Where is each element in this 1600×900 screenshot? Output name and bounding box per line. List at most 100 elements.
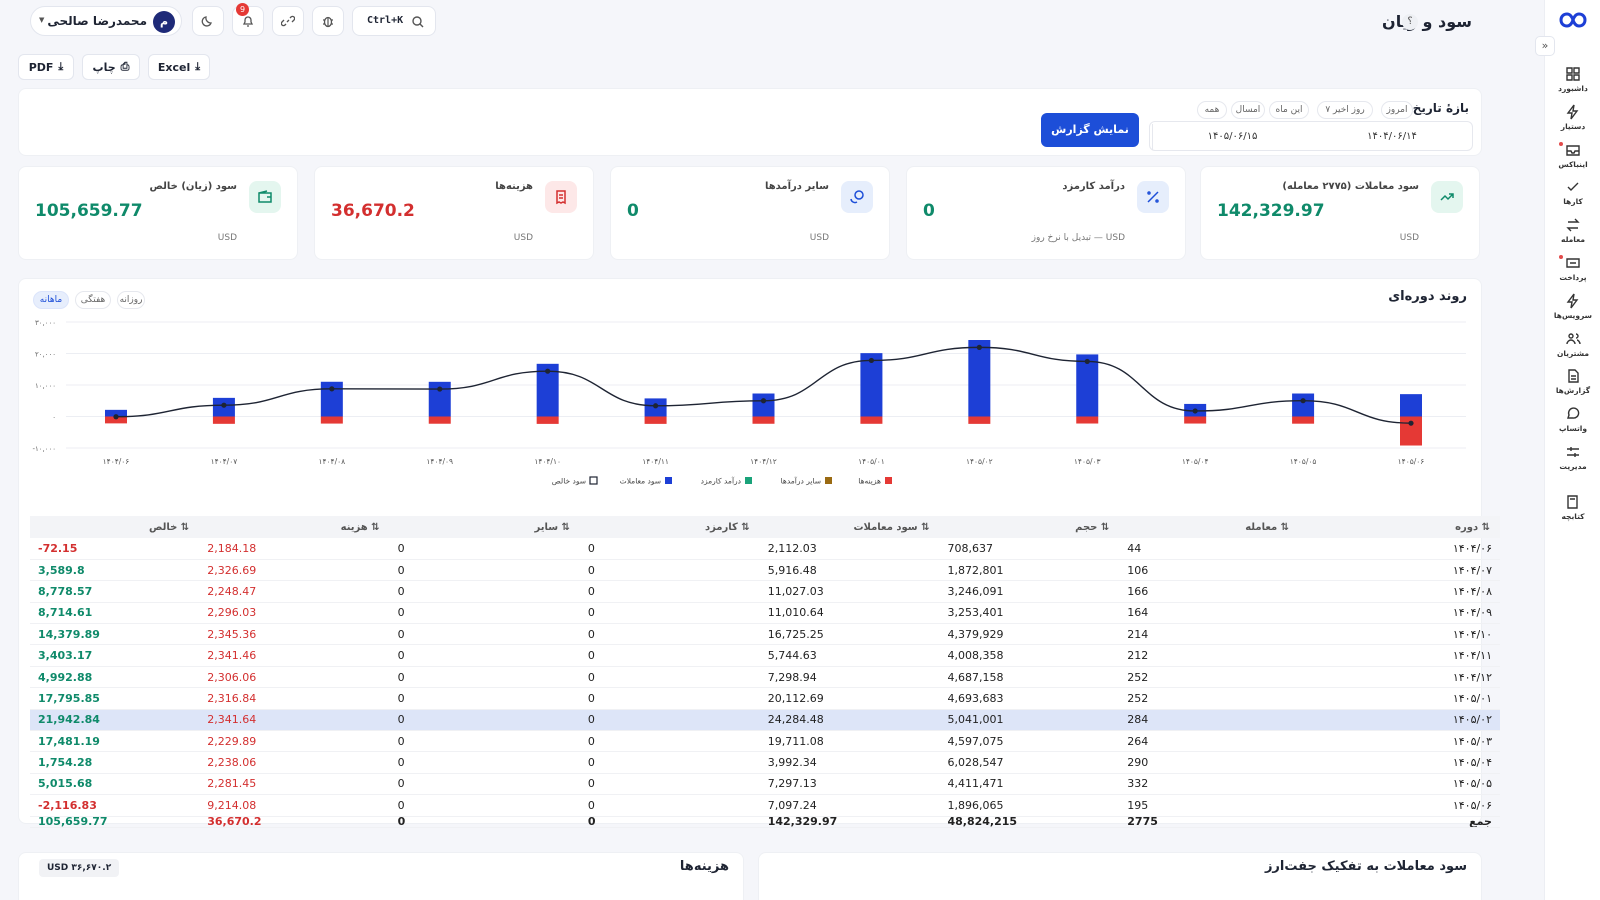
bar-هزینه‌ها[interactable]	[860, 416, 883, 424]
net-profit-point[interactable]	[1084, 358, 1090, 365]
sidebar-item-5[interactable]: پرداخت	[1545, 255, 1600, 282]
legend-item[interactable]: سود معاملات	[620, 477, 672, 486]
column-header[interactable]: هزینه ⇅	[199, 516, 390, 538]
table-row[interactable]: 17,795.85 2,316.84 0 0 20,112.69 4,693,683 252…	[30, 687, 1500, 710]
table-row[interactable]: 5,015.68 2,281.45 0 0 7,297.13 4,411,471 332 ۱۴…	[30, 773, 1500, 796]
table-row[interactable]: 4,992.88 2,306.06 0 0 7,298.94 4,687,158 252 ۱۴…	[30, 666, 1500, 689]
net-profit-point[interactable]	[976, 344, 982, 350]
sidebar-item-1[interactable]: دستیار	[1545, 104, 1600, 131]
range-chip-1[interactable]: ۷ روز اخیر	[1317, 101, 1373, 119]
bar-سود معاملات[interactable]	[752, 393, 775, 417]
sidebar-item-4[interactable]: معامله	[1545, 217, 1600, 244]
column-header[interactable]: دوره ⇅	[1299, 516, 1500, 538]
table-row[interactable]: 8,714.61 2,296.03 0 0 11,010.64 3,253,401 164 ۱…	[30, 602, 1500, 625]
legend-item[interactable]: هزینه‌ها	[858, 477, 892, 486]
bar-سود معاملات[interactable]	[320, 381, 343, 417]
collapse-sidebar-icon[interactable]: »	[1535, 36, 1555, 56]
bar-سود معاملات[interactable]	[105, 409, 127, 417]
bar-سود معاملات[interactable]	[428, 381, 451, 417]
bar-هزینه‌ها[interactable]	[1292, 416, 1315, 424]
date-to-field[interactable]: ۱۴۰۵/۰۶/۱۵	[1152, 124, 1312, 150]
column-header[interactable]: حجم ⇅	[939, 516, 1120, 538]
net-profit-point[interactable]	[1300, 398, 1306, 404]
net-profit-point[interactable]	[545, 368, 551, 374]
bar-سود معاملات[interactable]	[860, 353, 883, 417]
user-menu[interactable]: م محمدرضا صالحی ▼	[30, 6, 182, 36]
bar-هزینه‌ها[interactable]	[105, 416, 127, 424]
table-row[interactable]: 14,379.89 2,345.36 0 0 16,725.25 4,379,929 214…	[30, 623, 1500, 646]
print-button[interactable]: چاپ ⎙	[82, 54, 140, 80]
export-pdf-button[interactable]: PDF ⤓	[18, 54, 74, 80]
period-tab-0[interactable]: ماهانه	[33, 291, 69, 309]
bar-سود معاملات[interactable]	[536, 363, 559, 417]
column-header[interactable]: معامله ⇅	[1119, 516, 1300, 538]
sidebar-item-2[interactable]: اینباکس	[1545, 141, 1600, 169]
export-excel-button[interactable]: Excel ⤓	[148, 54, 210, 80]
bar-هزینه‌ها[interactable]	[212, 416, 235, 424]
table-row[interactable]: 3,403.17 2,341.46 0 0 5,744.63 4,008,358 212 ۱۴…	[30, 644, 1500, 667]
bug-report-button[interactable]	[312, 6, 344, 36]
range-chip-2[interactable]: این ماه	[1269, 101, 1309, 119]
period-tab-1[interactable]: هفتگی	[75, 291, 111, 309]
net-profit-point[interactable]	[113, 414, 119, 420]
column-header[interactable]: خالص ⇅	[30, 516, 200, 538]
sidebar-item-9[interactable]: واتساپ	[1545, 406, 1600, 433]
bar-سود معاملات[interactable]	[968, 340, 991, 417]
legend-item[interactable]: سود خالص	[552, 476, 598, 486]
notifications-button[interactable]: 9	[232, 3, 264, 36]
table-row[interactable]: 3,589.8 2,326.69 0 0 5,916.48 1,872,801 106 ۱۴۰…	[30, 559, 1500, 582]
bar-هزینه‌ها[interactable]	[428, 416, 451, 424]
net-profit-point[interactable]	[329, 386, 335, 392]
shortcut-label: Ctrl+K	[367, 15, 404, 26]
period-tab-2[interactable]: روزانه	[117, 291, 145, 309]
bar-هزینه‌ها[interactable]	[968, 416, 991, 424]
bar-هزینه‌ها[interactable]	[536, 416, 559, 424]
range-chip-0[interactable]: امروز	[1381, 101, 1413, 119]
table-row[interactable]: 1,754.28 2,238.06 0 0 3,992.34 6,028,547 290 ۱۴…	[30, 751, 1500, 774]
bar-هزینه‌ها[interactable]	[1184, 416, 1207, 424]
search-button[interactable]: Ctrl+K	[352, 6, 436, 36]
table-row[interactable]: 21,942.84 2,341.64 0 0 24,284.48 5,041,001 284…	[30, 709, 1500, 732]
range-chip-3[interactable]: امسال	[1231, 101, 1265, 119]
theme-toggle-button[interactable]	[192, 6, 224, 36]
table-row[interactable]: 17,481.19 2,229.89 0 0 19,711.08 4,597,075 264…	[30, 730, 1500, 753]
table-total-row[interactable]: 105,659.77 36,670.2 0 0 142,329.97 48,824,215…	[30, 816, 1500, 828]
bar-هزینه‌ها[interactable]	[752, 416, 775, 424]
help-icon[interactable]: ؟	[1402, 14, 1418, 30]
show-report-button[interactable]: نمایش گزارش	[1041, 113, 1139, 147]
column-header[interactable]: سایر ⇅	[389, 516, 580, 538]
excel-label: Excel	[157, 60, 191, 74]
table-row[interactable]: -72.15 2,184.18 0 0 2,112.03 708,637 44 ۱۴۰۴/۰۶	[30, 538, 1500, 560]
net-profit-point[interactable]	[221, 402, 227, 408]
net-profit-point[interactable]	[437, 386, 443, 392]
date-from-field[interactable]: ۱۴۰۴/۰۶/۱۴	[1367, 131, 1417, 142]
column-header[interactable]: کارمزد ⇅	[579, 516, 760, 538]
legend-item[interactable]: درآمد کارمزد	[701, 476, 752, 486]
sidebar-item-10[interactable]: مدیریت	[1545, 444, 1600, 471]
sidebar-item-6[interactable]: سرویس‌ها	[1545, 293, 1600, 320]
table-row[interactable]: -2,116.83 9,214.08 0 0 7,097.24 1,896,065 195 ۱…	[30, 794, 1500, 817]
sidebar-item-3[interactable]: کارها	[1545, 179, 1600, 206]
sidebar-item-7[interactable]: مشتریان	[1545, 331, 1600, 358]
sidebar-item-11[interactable]: کتابچه	[1545, 494, 1600, 521]
net-profit-point[interactable]	[652, 403, 659, 409]
sidebar-item-8[interactable]: گزارش‌ها	[1545, 368, 1600, 395]
legend-item[interactable]: سایر درآمدها	[781, 476, 832, 486]
net-profit-point[interactable]	[1192, 408, 1198, 414]
bar-سود معاملات[interactable]	[1400, 394, 1422, 417]
bar-هزینه‌ها[interactable]	[320, 416, 343, 424]
table-row[interactable]: 8,778.57 2,248.47 0 0 11,027.03 3,246,091 166 ۱…	[30, 580, 1500, 603]
net-profit-point[interactable]	[1408, 420, 1414, 426]
net-profit-point[interactable]	[760, 398, 767, 404]
bar-هزینه‌ها[interactable]	[1076, 416, 1099, 424]
brand-logo-icon[interactable]	[1557, 10, 1589, 30]
bar-هزینه‌ها[interactable]	[644, 416, 667, 424]
column-header[interactable]: سود معاملات ⇅	[759, 516, 940, 538]
sidebar-item-0[interactable]: داشبورد	[1545, 66, 1600, 93]
range-chip-4[interactable]: همه	[1197, 101, 1227, 119]
bar-سود معاملات[interactable]	[1292, 393, 1315, 417]
bar-سود معاملات[interactable]	[1076, 354, 1099, 417]
net-profit-point[interactable]	[868, 357, 875, 364]
link-button[interactable]	[272, 6, 304, 36]
date-range-input[interactable]: ۱۴۰۴/۰۶/۱۴ ۱۴۰۵/۰۶/۱۵	[1149, 121, 1473, 151]
